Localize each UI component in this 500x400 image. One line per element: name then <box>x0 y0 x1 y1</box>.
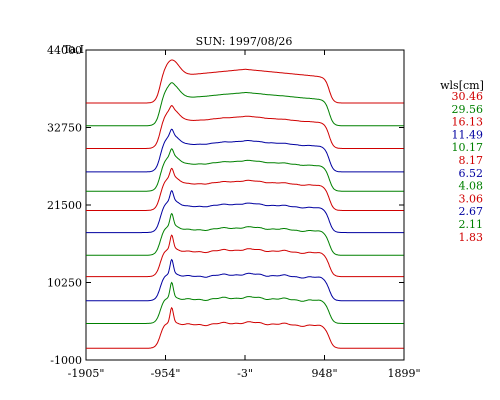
series-line-1-83 <box>86 306 404 349</box>
y-tick-label: 21500 <box>47 199 82 212</box>
legend-entry: 2.67 <box>459 205 484 218</box>
x-tick-label: 1899" <box>387 367 420 380</box>
legend-title: wls[cm] <box>440 79 484 92</box>
series-line-30-46 <box>86 59 404 104</box>
legend-entry: 3.06 <box>459 192 484 205</box>
series-line-3-06 <box>86 234 404 278</box>
legend-entry: 6.52 <box>459 167 484 180</box>
legend-entry: 16.13 <box>452 116 484 129</box>
legend-entry: 11.49 <box>452 128 484 141</box>
legend-entry: 10.17 <box>452 141 484 154</box>
axis-layer: 44000 32750 21500 10250 -1000-1905" -954" -3" 9… <box>47 44 421 380</box>
series-line-11-49 <box>86 128 404 173</box>
series-layer <box>86 59 404 349</box>
legend-entry: 1.83 <box>459 231 484 244</box>
chart-title: SUN: 1997/08/26 <box>196 35 293 48</box>
series-line-4-08 <box>86 212 404 256</box>
legend-entry: 2.11 <box>459 218 484 231</box>
series-line-29-56 <box>86 82 404 127</box>
y-tick-label: 10250 <box>47 277 82 290</box>
y-tick-label: 44000 <box>47 44 82 57</box>
series-line-6-52 <box>86 189 404 234</box>
series-line-16-13 <box>86 105 404 149</box>
legend-entry: 4.08 <box>459 180 484 193</box>
x-tick-label: -954" <box>151 367 181 380</box>
series-line-8-17 <box>86 167 404 211</box>
x-tick-label: 948" <box>311 367 337 380</box>
legend-entry: 30.46 <box>452 90 484 103</box>
x-tick-label: -3" <box>237 367 253 380</box>
legend-entry: 29.56 <box>452 103 484 116</box>
plot-frame <box>85 49 405 361</box>
x-tick-label: -1905" <box>68 367 105 380</box>
series-line-10-17 <box>86 148 404 192</box>
y-axis-label: Ta,I <box>63 43 84 56</box>
legend-entry: 8.17 <box>459 154 484 167</box>
series-line-2-67 <box>86 258 404 302</box>
legend: 30.4629.5616.1311.4910.178.176.524.083.0… <box>452 90 484 244</box>
series-line-2-11 <box>86 281 404 324</box>
y-tick-label: -1000 <box>50 354 82 367</box>
y-tick-label: 32750 <box>47 122 82 135</box>
